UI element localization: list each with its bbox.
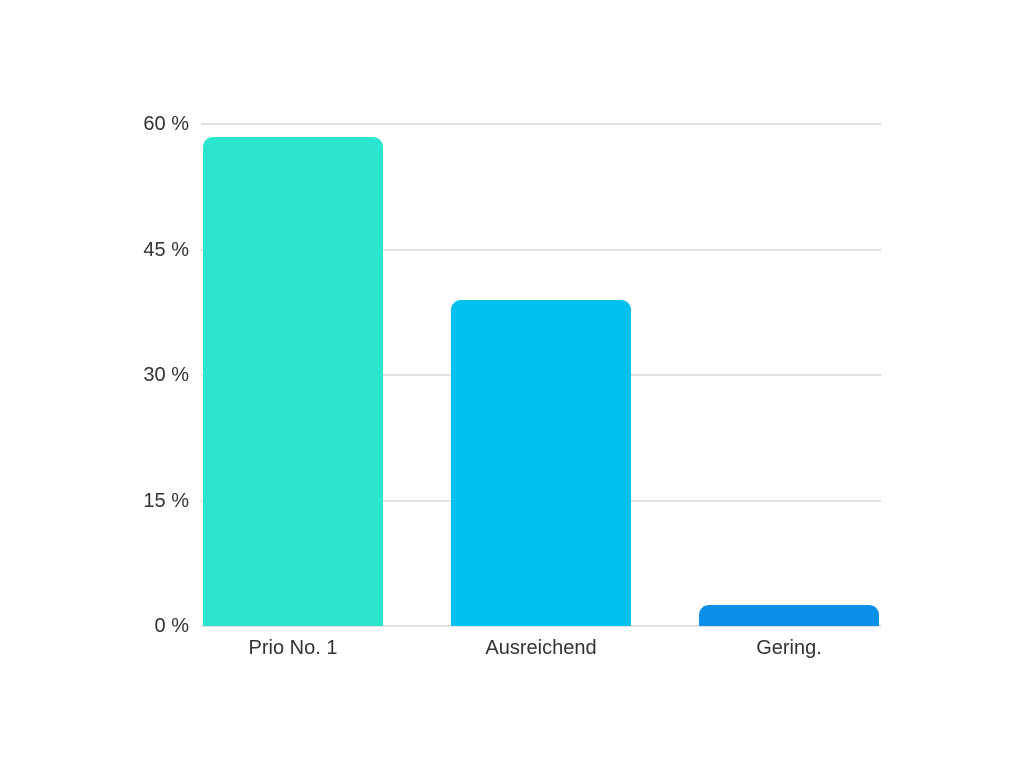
- bar-prio-no-1: [203, 136, 383, 626]
- y-tick-label-0: 0 %: [154, 615, 189, 637]
- x-axis-label-ausreichend: Ausreichend: [485, 637, 597, 659]
- bars: [201, 124, 881, 626]
- gridline-45: [201, 248, 881, 251]
- x-labels: Prio No. 1 Ausreichend Gering.: [201, 637, 881, 660]
- bar-ausreichend: [451, 299, 631, 626]
- bar-gering: [699, 605, 879, 626]
- y-tick-label-60: 60 %: [143, 113, 189, 135]
- y-tick-label-15: 15 %: [143, 489, 189, 512]
- y-tick-label-45: 45 %: [143, 238, 189, 261]
- plot-area: Prio No. 1 Ausreichend Gering. 0 % 15 % 30 %…: [143, 114, 881, 659]
- y-tick-label-30: 30 %: [143, 364, 189, 386]
- gridline-0: [201, 625, 881, 627]
- x-axis-label-prio-no-1: Prio No. 1: [248, 637, 338, 659]
- gridline-60: [201, 123, 881, 125]
- x-axis-label-gering: Gering.: [756, 637, 822, 659]
